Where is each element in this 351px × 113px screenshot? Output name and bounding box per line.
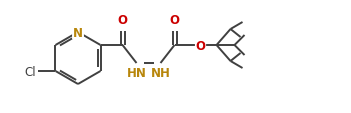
Text: O: O bbox=[170, 14, 179, 27]
Text: O: O bbox=[196, 39, 206, 52]
Text: HN: HN bbox=[127, 66, 146, 79]
Text: N: N bbox=[73, 26, 83, 39]
Text: O: O bbox=[118, 14, 127, 27]
Text: Cl: Cl bbox=[25, 65, 37, 78]
Text: NH: NH bbox=[151, 66, 171, 79]
